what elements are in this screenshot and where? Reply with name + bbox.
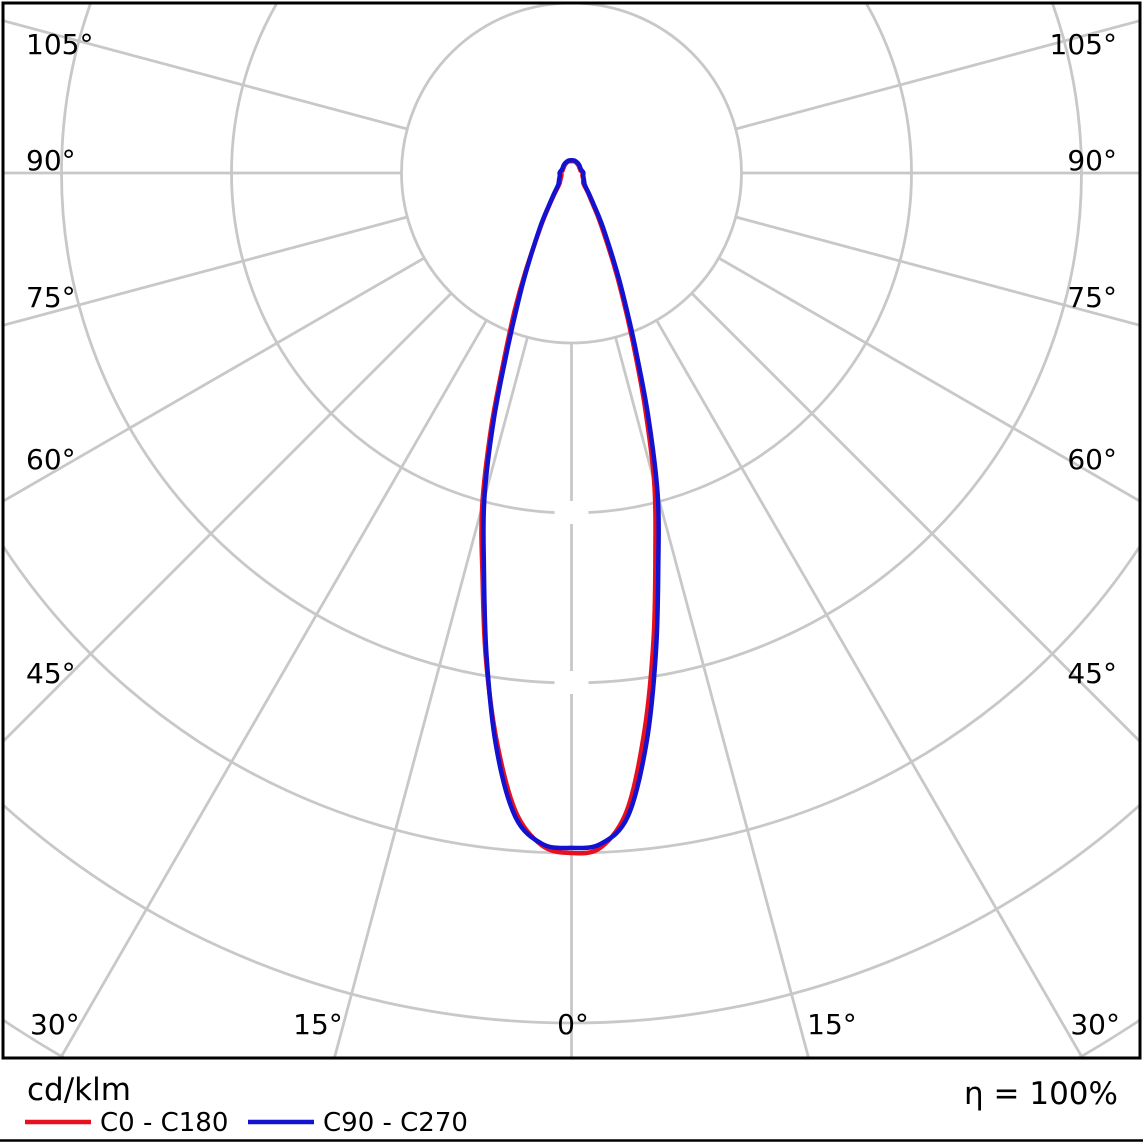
legend-label-c0-c180: C0 - C180 <box>100 1108 228 1138</box>
grid-ray-minus-75deg <box>4 215 408 327</box>
efficiency-label: η = 100% <box>964 1076 1118 1112</box>
angle-label-right-45deg: 45° <box>1067 657 1117 690</box>
angle-label-bottom-4-30deg: 30° <box>1070 1008 1120 1041</box>
angle-label-bottom-1-15deg: 15° <box>293 1008 343 1041</box>
angle-label-left-60deg: 60° <box>26 443 76 476</box>
angle-label-left-105deg: 105° <box>26 28 93 61</box>
grid-ray-minus-60deg <box>4 256 425 502</box>
grid-ray-minus-105deg <box>4 19 408 131</box>
angle-label-left-90deg: 90° <box>26 144 76 177</box>
intensity-curves <box>479 158 661 856</box>
grid-ray-45deg <box>690 292 1139 742</box>
grid-ray-75deg <box>735 215 1139 327</box>
unit-label: cd/klm <box>27 1072 131 1108</box>
scale-label-gaps <box>554 501 589 694</box>
angle-label-right-105deg: 105° <box>1050 28 1117 61</box>
angle-labels: 105° 90° 75° 60° 45° 105° 90° 75° 60° 45° 30° 15° 0°… <box>26 28 1120 1041</box>
grid-ray-minus-45deg <box>4 292 453 742</box>
grid-ray-30deg <box>655 319 1084 1057</box>
angle-label-right-60deg: 60° <box>1067 443 1117 476</box>
grid-ray-15deg <box>614 336 810 1057</box>
grid-ray-105deg <box>735 19 1139 131</box>
grid-ray-minus-15deg <box>333 336 529 1057</box>
angle-label-left-75deg: 75° <box>26 281 76 314</box>
curve-c90-c270 <box>481 158 661 851</box>
legend-label-c90-c270: C90 - C270 <box>323 1108 468 1138</box>
angle-label-left-45deg: 45° <box>26 657 76 690</box>
plot-border <box>1 1 1142 1060</box>
angle-label-bottom-0-30deg: 30° <box>30 1008 80 1041</box>
grid-ray-minus-30deg <box>59 319 488 1057</box>
angle-label-right-75deg: 75° <box>1067 281 1117 314</box>
scale-gap-2 <box>554 501 589 524</box>
angle-label-bottom-3-15deg: 15° <box>807 1008 857 1041</box>
grid-ray-60deg <box>718 256 1139 502</box>
angle-label-bottom-2-0deg: 0° <box>557 1008 589 1041</box>
scale-gap-3 <box>554 671 589 694</box>
angle-label-right-90deg: 90° <box>1067 144 1117 177</box>
